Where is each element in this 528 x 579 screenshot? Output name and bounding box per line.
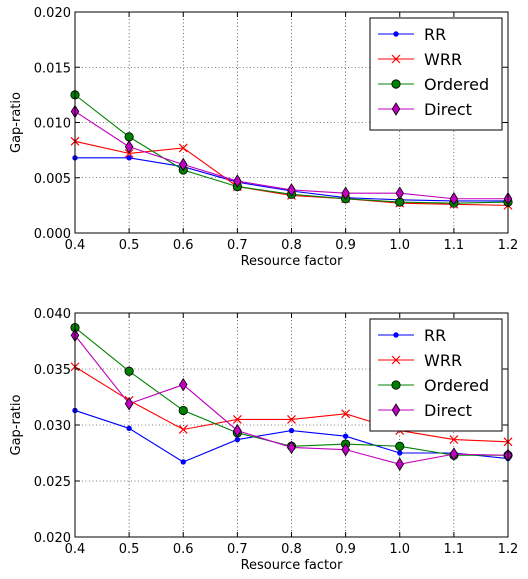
legend-label: WRR: [424, 351, 462, 370]
x-tick-label: 0.7: [227, 542, 248, 557]
data-point: [287, 440, 296, 455]
legend-marker: [391, 102, 401, 116]
data-point: [124, 132, 134, 142]
x-tick-label: 0.6: [173, 542, 194, 557]
data-point: [124, 366, 134, 376]
x-tick-label: 0.8: [281, 542, 302, 557]
x-tick-label: 0.8: [281, 238, 302, 253]
data-point: [341, 442, 350, 457]
data-point: [178, 405, 188, 416]
legend-marker: [391, 79, 401, 89]
legend-marker: [391, 380, 401, 390]
legend-item-wrr: WRR: [378, 50, 462, 69]
data-point: [178, 377, 188, 392]
y-axis-label: Gap-ratio: [9, 394, 24, 455]
chart-2: 0.4 0.5 0.6 0.7 0.8 0.9 1.0 1.1 1.2 0.020 0.025 0.0…: [9, 307, 518, 573]
x-tick-label: 0.7: [227, 238, 248, 253]
data-point: [233, 423, 242, 438]
y-tick-label: 0.005: [34, 172, 71, 187]
legend-label: Direct: [424, 401, 472, 420]
x-tick-label: 0.5: [119, 542, 140, 557]
x-tick-label: 1.2: [498, 238, 519, 253]
chart-1: 0.4 0.5 0.6 0.7 0.8 0.9 1.0 1.1 1.2 0.000 0.005 0.0…: [9, 6, 518, 269]
x-tick-label: 1.1: [444, 238, 465, 253]
data-point: [449, 191, 459, 206]
data-point: [234, 436, 241, 443]
legend-item-ordered: Ordered: [378, 376, 489, 395]
legend-box: [369, 318, 503, 432]
data-point: [288, 427, 295, 434]
data-point: [178, 425, 188, 434]
data-point: [395, 441, 405, 451]
x-tick-label: 0.4: [65, 542, 86, 557]
data-point: [287, 414, 296, 424]
legend-marker: [393, 31, 399, 37]
x-axis-label: Resource factor: [241, 254, 343, 269]
legend-label: Ordered: [424, 75, 489, 94]
x-tick-label: 1.2: [498, 542, 519, 557]
data-point: [341, 186, 350, 200]
data-point: [126, 155, 132, 161]
legend-item-direct: Direct: [378, 401, 472, 420]
legend-marker: [391, 355, 401, 365]
y-tick-label: 0.035: [34, 363, 71, 378]
data-point: [233, 174, 242, 188]
data-point: [449, 447, 459, 461]
y-tick-label: 0.015: [34, 61, 71, 76]
data-point: [397, 450, 403, 456]
legend-item-ordered: Ordered: [378, 75, 489, 94]
y-tick-label: 0.010: [34, 117, 71, 132]
data-point: [395, 457, 405, 471]
x-axis-label: Resource factor: [241, 558, 343, 573]
legend-label: RR: [424, 326, 446, 345]
y-tick-label: 0.020: [34, 531, 71, 546]
legend-label: RR: [424, 25, 446, 44]
legend-item-rr: RR: [378, 326, 446, 345]
y-tick-label: 0.030: [34, 419, 71, 434]
legend-marker: [391, 403, 401, 417]
legend: RR WRR Ordered Direct: [369, 17, 503, 131]
y-axis-label: Gap-ratio: [9, 92, 24, 153]
data-point: [124, 396, 134, 411]
legend-label: WRR: [424, 50, 462, 69]
x-tick-label: 0.6: [173, 238, 194, 253]
y-tick-label: 0.025: [34, 475, 71, 490]
data-point: [180, 459, 186, 465]
data-point: [395, 186, 405, 200]
data-point: [449, 435, 459, 444]
legend-item-rr: RR: [378, 25, 446, 44]
data-point: [178, 157, 188, 172]
legend-label: Direct: [424, 100, 472, 119]
y-tick-label: 0.020: [34, 6, 71, 21]
x-tick-label: 1.0: [389, 238, 410, 253]
x-tick-label: 0.9: [335, 238, 356, 253]
data-point: [178, 143, 188, 153]
legend-label: Ordered: [424, 376, 489, 395]
x-tick-label: 0.9: [335, 542, 356, 557]
data-point: [342, 433, 349, 439]
legend-item-direct: Direct: [378, 100, 472, 119]
legend-item-wrr: WRR: [378, 351, 462, 370]
series-direct: [70, 104, 513, 206]
y-tick-label: 0.040: [34, 307, 71, 322]
x-tick-label: 0.5: [119, 238, 140, 253]
data-point: [232, 414, 242, 424]
x-tick-label: 1.1: [444, 542, 465, 557]
data-point: [341, 409, 351, 419]
data-point: [126, 425, 132, 432]
legend-marker: [393, 332, 399, 338]
x-tick-label: 0.4: [65, 238, 86, 253]
legend-marker: [391, 54, 401, 64]
series-direct: [70, 328, 513, 471]
y-tick-label: 0.000: [34, 227, 71, 242]
x-tick-label: 1.0: [389, 542, 410, 557]
legend-box: [369, 17, 503, 131]
data-point: [287, 183, 296, 197]
data-point: [124, 140, 134, 154]
legend: RR WRR Ordered Direct: [369, 318, 503, 432]
